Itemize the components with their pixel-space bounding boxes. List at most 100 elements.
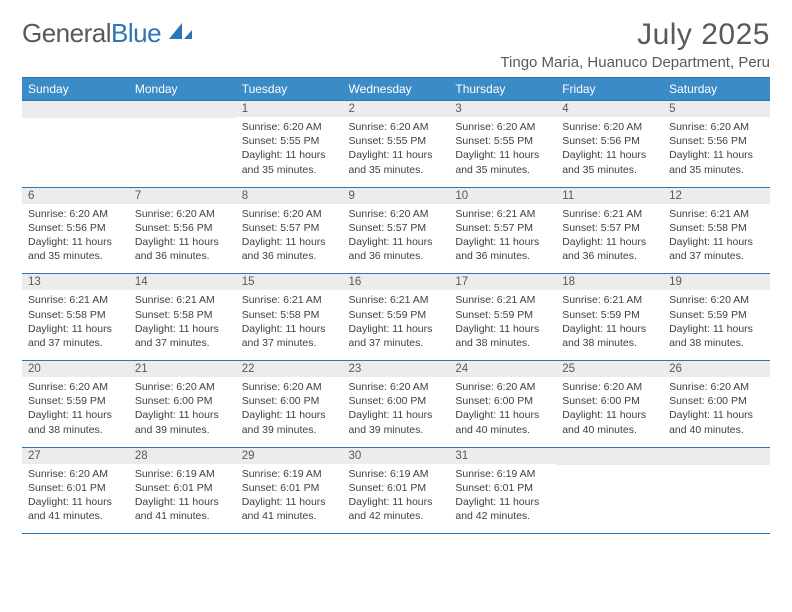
day-info-empty xyxy=(556,465,663,515)
calendar-day-cell: 19Sunrise: 6:20 AMSunset: 5:59 PMDayligh… xyxy=(663,274,770,361)
calendar-day-cell: 11Sunrise: 6:21 AMSunset: 5:57 PMDayligh… xyxy=(556,187,663,274)
day-info: Sunrise: 6:20 AMSunset: 5:57 PMDaylight:… xyxy=(236,204,343,274)
day-number-empty xyxy=(556,448,663,465)
weekday-header: Saturday xyxy=(663,78,770,101)
day-info: Sunrise: 6:20 AMSunset: 5:55 PMDaylight:… xyxy=(236,117,343,187)
calendar-day-cell xyxy=(556,447,663,534)
calendar-day-cell: 8Sunrise: 6:20 AMSunset: 5:57 PMDaylight… xyxy=(236,187,343,274)
day-info-empty xyxy=(663,465,770,515)
calendar-week-row: 20Sunrise: 6:20 AMSunset: 5:59 PMDayligh… xyxy=(22,361,770,448)
calendar-day-cell: 1Sunrise: 6:20 AMSunset: 5:55 PMDaylight… xyxy=(236,101,343,188)
calendar-day-cell: 12Sunrise: 6:21 AMSunset: 5:58 PMDayligh… xyxy=(663,187,770,274)
calendar-day-cell: 30Sunrise: 6:19 AMSunset: 6:01 PMDayligh… xyxy=(343,447,450,534)
day-number: 3 xyxy=(449,101,556,117)
weekday-header-row: Sunday Monday Tuesday Wednesday Thursday… xyxy=(22,78,770,101)
logo-sail-icon xyxy=(167,21,193,46)
calendar-day-cell: 23Sunrise: 6:20 AMSunset: 6:00 PMDayligh… xyxy=(343,361,450,448)
calendar-day-cell: 18Sunrise: 6:21 AMSunset: 5:59 PMDayligh… xyxy=(556,274,663,361)
day-info: Sunrise: 6:21 AMSunset: 5:57 PMDaylight:… xyxy=(556,204,663,274)
day-info: Sunrise: 6:20 AMSunset: 5:59 PMDaylight:… xyxy=(663,290,770,360)
day-info: Sunrise: 6:20 AMSunset: 5:56 PMDaylight:… xyxy=(556,117,663,187)
day-number: 16 xyxy=(343,274,450,290)
calendar-day-cell xyxy=(129,101,236,188)
day-info: Sunrise: 6:20 AMSunset: 6:00 PMDaylight:… xyxy=(343,377,450,447)
day-info: Sunrise: 6:20 AMSunset: 6:00 PMDaylight:… xyxy=(556,377,663,447)
day-number: 6 xyxy=(22,188,129,204)
calendar-day-cell: 17Sunrise: 6:21 AMSunset: 5:59 PMDayligh… xyxy=(449,274,556,361)
weekday-header: Friday xyxy=(556,78,663,101)
day-info: Sunrise: 6:21 AMSunset: 5:57 PMDaylight:… xyxy=(449,204,556,274)
title-block: July 2025 Tingo Maria, Huanuco Departmen… xyxy=(500,18,770,71)
calendar-day-cell: 16Sunrise: 6:21 AMSunset: 5:59 PMDayligh… xyxy=(343,274,450,361)
day-number: 26 xyxy=(663,361,770,377)
day-info: Sunrise: 6:21 AMSunset: 5:58 PMDaylight:… xyxy=(236,290,343,360)
calendar-day-cell: 4Sunrise: 6:20 AMSunset: 5:56 PMDaylight… xyxy=(556,101,663,188)
weekday-header: Monday xyxy=(129,78,236,101)
calendar-day-cell: 29Sunrise: 6:19 AMSunset: 6:01 PMDayligh… xyxy=(236,447,343,534)
calendar-day-cell: 15Sunrise: 6:21 AMSunset: 5:58 PMDayligh… xyxy=(236,274,343,361)
calendar-day-cell: 14Sunrise: 6:21 AMSunset: 5:58 PMDayligh… xyxy=(129,274,236,361)
day-info: Sunrise: 6:20 AMSunset: 5:56 PMDaylight:… xyxy=(663,117,770,187)
calendar-day-cell: 24Sunrise: 6:20 AMSunset: 6:00 PMDayligh… xyxy=(449,361,556,448)
day-info: Sunrise: 6:19 AMSunset: 6:01 PMDaylight:… xyxy=(343,464,450,534)
day-info: Sunrise: 6:21 AMSunset: 5:58 PMDaylight:… xyxy=(22,290,129,360)
calendar-week-row: 1Sunrise: 6:20 AMSunset: 5:55 PMDaylight… xyxy=(22,101,770,188)
logo-part2: Blue xyxy=(111,18,161,48)
calendar-day-cell: 22Sunrise: 6:20 AMSunset: 6:00 PMDayligh… xyxy=(236,361,343,448)
day-number: 23 xyxy=(343,361,450,377)
calendar-day-cell: 20Sunrise: 6:20 AMSunset: 5:59 PMDayligh… xyxy=(22,361,129,448)
day-number: 14 xyxy=(129,274,236,290)
header: GeneralBlue July 2025 Tingo Maria, Huanu… xyxy=(22,18,770,71)
calendar-day-cell: 28Sunrise: 6:19 AMSunset: 6:01 PMDayligh… xyxy=(129,447,236,534)
day-number: 12 xyxy=(663,188,770,204)
day-info: Sunrise: 6:21 AMSunset: 5:59 PMDaylight:… xyxy=(343,290,450,360)
day-number: 8 xyxy=(236,188,343,204)
calendar-day-cell: 25Sunrise: 6:20 AMSunset: 6:00 PMDayligh… xyxy=(556,361,663,448)
calendar-week-row: 27Sunrise: 6:20 AMSunset: 6:01 PMDayligh… xyxy=(22,447,770,534)
day-number: 19 xyxy=(663,274,770,290)
calendar-day-cell: 10Sunrise: 6:21 AMSunset: 5:57 PMDayligh… xyxy=(449,187,556,274)
weekday-header: Sunday xyxy=(22,78,129,101)
day-info-empty xyxy=(22,118,129,168)
logo: GeneralBlue xyxy=(22,18,193,49)
day-info: Sunrise: 6:21 AMSunset: 5:58 PMDaylight:… xyxy=(129,290,236,360)
day-number: 7 xyxy=(129,188,236,204)
day-number: 9 xyxy=(343,188,450,204)
day-number: 2 xyxy=(343,101,450,117)
calendar-day-cell: 31Sunrise: 6:19 AMSunset: 6:01 PMDayligh… xyxy=(449,447,556,534)
day-info: Sunrise: 6:19 AMSunset: 6:01 PMDaylight:… xyxy=(236,464,343,534)
calendar-day-cell: 2Sunrise: 6:20 AMSunset: 5:55 PMDaylight… xyxy=(343,101,450,188)
day-number: 17 xyxy=(449,274,556,290)
day-number-empty xyxy=(663,448,770,465)
logo-part1: General xyxy=(22,18,111,48)
calendar-day-cell: 21Sunrise: 6:20 AMSunset: 6:00 PMDayligh… xyxy=(129,361,236,448)
day-number: 22 xyxy=(236,361,343,377)
day-info: Sunrise: 6:20 AMSunset: 6:01 PMDaylight:… xyxy=(22,464,129,534)
day-number: 5 xyxy=(663,101,770,117)
weekday-header: Tuesday xyxy=(236,78,343,101)
day-number: 27 xyxy=(22,448,129,464)
day-info: Sunrise: 6:20 AMSunset: 5:59 PMDaylight:… xyxy=(22,377,129,447)
calendar-day-cell: 9Sunrise: 6:20 AMSunset: 5:57 PMDaylight… xyxy=(343,187,450,274)
calendar-week-row: 13Sunrise: 6:21 AMSunset: 5:58 PMDayligh… xyxy=(22,274,770,361)
day-info: Sunrise: 6:20 AMSunset: 5:57 PMDaylight:… xyxy=(343,204,450,274)
location: Tingo Maria, Huanuco Department, Peru xyxy=(500,54,770,71)
calendar-day-cell: 7Sunrise: 6:20 AMSunset: 5:56 PMDaylight… xyxy=(129,187,236,274)
day-info: Sunrise: 6:20 AMSunset: 5:56 PMDaylight:… xyxy=(22,204,129,274)
calendar-table: Sunday Monday Tuesday Wednesday Thursday… xyxy=(22,77,770,534)
day-number: 30 xyxy=(343,448,450,464)
month-title: July 2025 xyxy=(500,18,770,52)
day-number: 10 xyxy=(449,188,556,204)
day-info: Sunrise: 6:19 AMSunset: 6:01 PMDaylight:… xyxy=(449,464,556,534)
day-info: Sunrise: 6:20 AMSunset: 6:00 PMDaylight:… xyxy=(449,377,556,447)
day-number-empty xyxy=(22,101,129,118)
calendar-day-cell: 5Sunrise: 6:20 AMSunset: 5:56 PMDaylight… xyxy=(663,101,770,188)
day-number: 18 xyxy=(556,274,663,290)
calendar-day-cell: 27Sunrise: 6:20 AMSunset: 6:01 PMDayligh… xyxy=(22,447,129,534)
calendar-day-cell: 26Sunrise: 6:20 AMSunset: 6:00 PMDayligh… xyxy=(663,361,770,448)
day-number: 4 xyxy=(556,101,663,117)
day-number: 15 xyxy=(236,274,343,290)
calendar-day-cell: 13Sunrise: 6:21 AMSunset: 5:58 PMDayligh… xyxy=(22,274,129,361)
day-number: 20 xyxy=(22,361,129,377)
day-number: 31 xyxy=(449,448,556,464)
